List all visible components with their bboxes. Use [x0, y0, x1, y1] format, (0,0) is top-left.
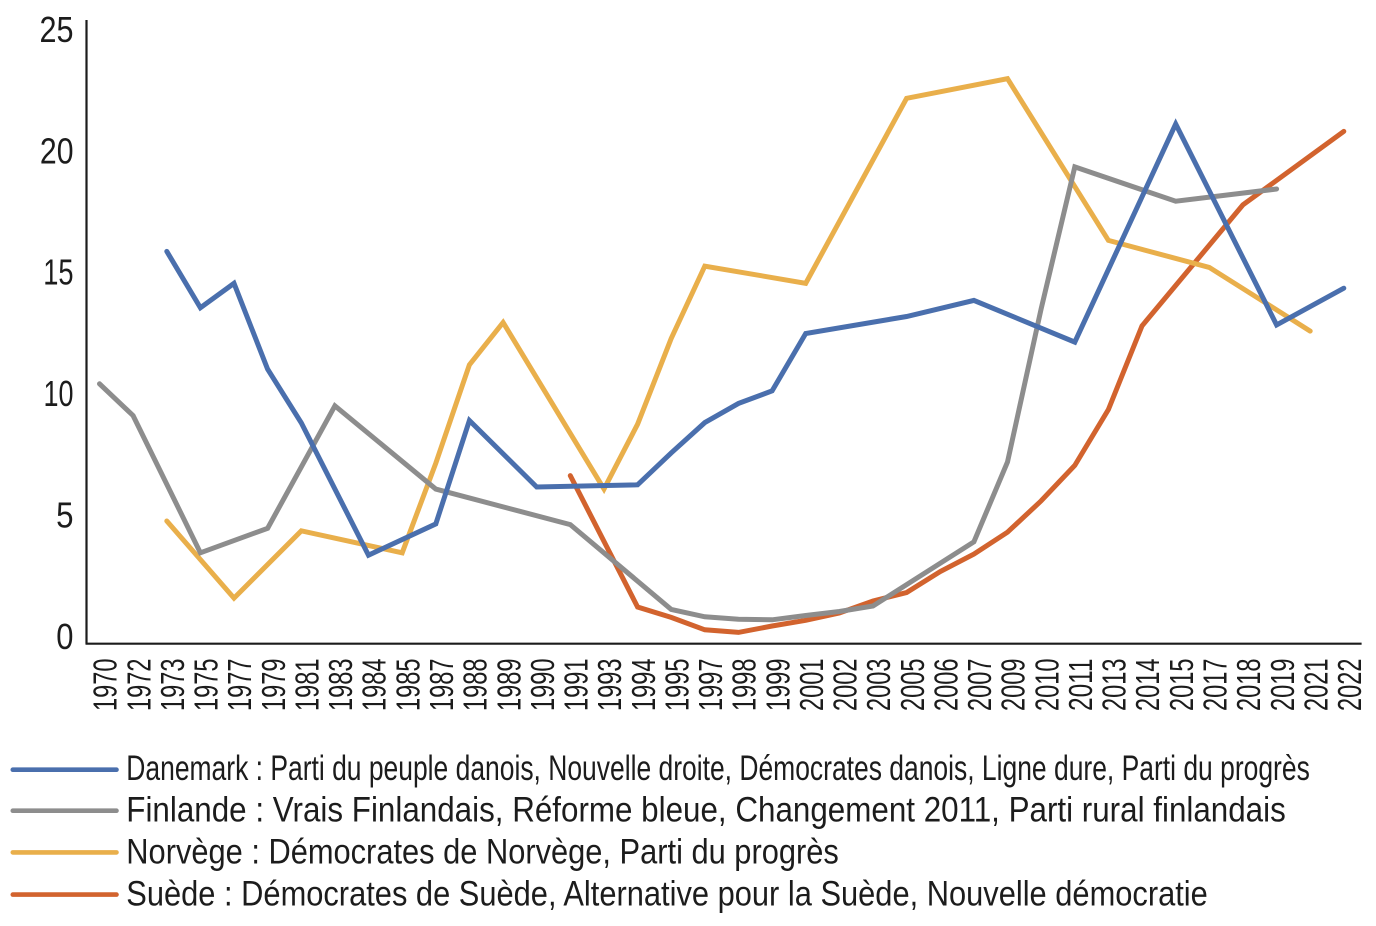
svg-text:1985: 1985: [389, 659, 426, 712]
svg-text:2007: 2007: [961, 659, 998, 712]
svg-text:2002: 2002: [827, 659, 864, 712]
svg-text:2006: 2006: [928, 659, 965, 712]
svg-text:1988: 1988: [457, 659, 494, 712]
svg-text:0: 0: [56, 616, 73, 657]
svg-text:2015: 2015: [1163, 659, 1200, 712]
svg-text:2011: 2011: [1062, 659, 1099, 712]
svg-text:Norvège : Démocrates de Norvèg: Norvège : Démocrates de Norvège, Parti d…: [126, 833, 839, 872]
svg-text:2013: 2013: [1096, 659, 1133, 712]
svg-text:2005: 2005: [894, 659, 931, 712]
svg-text:1983: 1983: [322, 659, 359, 712]
svg-text:20: 20: [40, 130, 74, 171]
svg-text:1972: 1972: [120, 659, 157, 712]
svg-text:1979: 1979: [255, 659, 292, 712]
svg-text:2010: 2010: [1028, 659, 1065, 712]
svg-text:1998: 1998: [726, 659, 763, 712]
svg-text:1989: 1989: [490, 659, 527, 712]
svg-text:1994: 1994: [625, 659, 662, 712]
svg-text:1987: 1987: [423, 659, 460, 712]
svg-text:1981: 1981: [289, 659, 326, 712]
svg-text:2022: 2022: [1331, 659, 1368, 712]
svg-text:1991: 1991: [558, 659, 595, 712]
svg-text:2009: 2009: [995, 659, 1032, 712]
svg-text:15: 15: [43, 252, 73, 293]
svg-text:Danemark : Parti du peuple dan: Danemark : Parti du peuple danois, Nouve…: [126, 749, 1310, 788]
svg-text:25: 25: [40, 9, 74, 50]
svg-text:1970: 1970: [87, 659, 124, 712]
svg-text:1990: 1990: [524, 659, 561, 712]
svg-text:2001: 2001: [793, 659, 830, 712]
svg-text:2019: 2019: [1264, 659, 1301, 712]
svg-text:2014: 2014: [1129, 659, 1166, 712]
svg-text:1975: 1975: [188, 659, 225, 712]
svg-text:Finlande : Vrais Finlandais, R: Finlande : Vrais Finlandais, Réforme ble…: [126, 790, 1286, 829]
svg-text:5: 5: [56, 495, 73, 536]
svg-text:Suède : Démocrates de Suède, A: Suède : Démocrates de Suède, Alternative…: [126, 875, 1208, 914]
svg-text:1993: 1993: [591, 659, 628, 712]
svg-text:2003: 2003: [860, 659, 897, 712]
svg-text:10: 10: [44, 373, 74, 414]
svg-text:1973: 1973: [154, 659, 191, 712]
svg-text:2021: 2021: [1297, 659, 1334, 712]
svg-text:2018: 2018: [1230, 659, 1267, 712]
svg-text:1995: 1995: [658, 659, 695, 712]
svg-text:1984: 1984: [356, 659, 393, 712]
svg-text:2017: 2017: [1197, 659, 1234, 712]
svg-text:1977: 1977: [221, 659, 258, 712]
svg-text:1999: 1999: [759, 659, 796, 712]
svg-text:1997: 1997: [692, 659, 729, 712]
